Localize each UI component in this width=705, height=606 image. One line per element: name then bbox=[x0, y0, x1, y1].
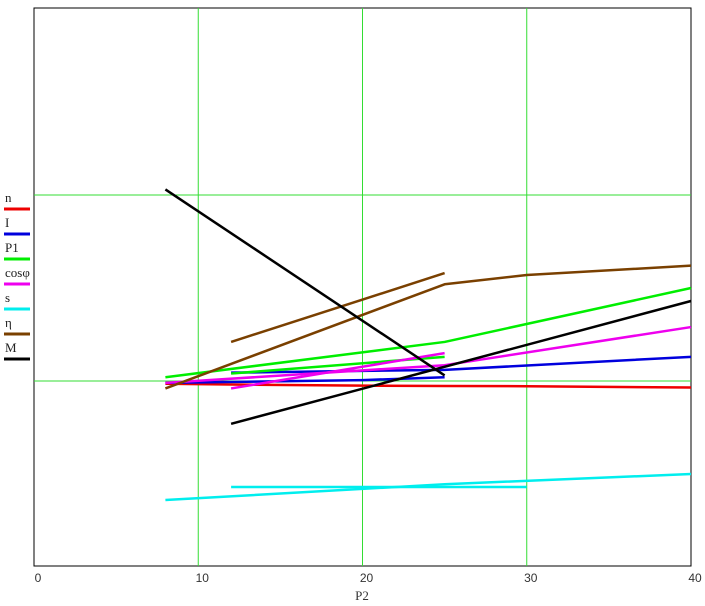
series-line-P1 bbox=[165, 286, 692, 379]
series-line-n bbox=[165, 382, 692, 389]
x-tick-label: 40 bbox=[688, 571, 702, 585]
x-axis-label: P2 bbox=[355, 588, 369, 603]
series-line-cosφ bbox=[230, 351, 445, 390]
legend: nI P1 cosφ sηM bbox=[4, 190, 30, 361]
series-line-M bbox=[230, 299, 692, 425]
x-tick-label: 10 bbox=[196, 571, 210, 585]
legend-label: cosφ bbox=[5, 265, 30, 280]
series-line-η bbox=[230, 271, 446, 344]
series-line-s bbox=[165, 472, 692, 502]
legend-label: I bbox=[5, 215, 9, 230]
x-tick-labels: 0 10 20 30 40 bbox=[35, 571, 702, 585]
legend-label: M bbox=[5, 340, 17, 355]
series-line-I bbox=[231, 355, 692, 374]
series-line-η bbox=[164, 264, 692, 390]
series-line-M bbox=[164, 188, 446, 377]
series-lines bbox=[164, 188, 692, 502]
legend-label: η bbox=[5, 315, 12, 330]
x-tick-label: 30 bbox=[524, 571, 538, 585]
x-tick-label: 20 bbox=[360, 571, 374, 585]
legend-label: P1 bbox=[5, 240, 19, 255]
legend-label: s bbox=[5, 290, 10, 305]
series-line-cosφ bbox=[165, 325, 692, 385]
series-line-I bbox=[165, 376, 445, 385]
x-tick-label: 0 bbox=[35, 571, 42, 585]
legend-label: n bbox=[5, 190, 12, 205]
